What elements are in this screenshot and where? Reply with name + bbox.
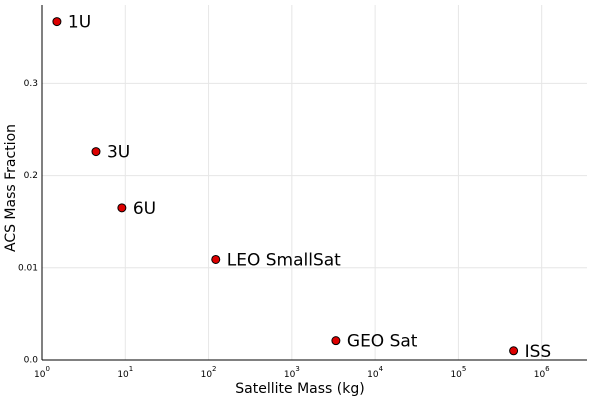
x-tick-base: 10 — [117, 370, 129, 380]
x-tick-base: 10 — [367, 370, 379, 380]
y-tick-label: 0.0 — [24, 356, 39, 366]
x-tick-base: 10 — [284, 370, 296, 380]
point-label: ISS — [525, 342, 552, 362]
x-tick-base: 10 — [450, 370, 462, 380]
y-tick-label: 0.3 — [24, 79, 38, 89]
x-tick-label: 105 — [450, 365, 466, 380]
x-tick-label: 101 — [117, 365, 133, 380]
y-tick-label: 0.2 — [24, 171, 38, 181]
point-label: 1U — [68, 13, 91, 33]
x-tick-exponent: 0 — [45, 365, 49, 373]
x-tick-base: 10 — [34, 370, 46, 380]
x-tick-label: 100 — [34, 365, 50, 380]
x-tick-label: 106 — [534, 365, 550, 380]
x-tick-exponent: 1 — [129, 365, 133, 373]
y-axis-label: ACS Mass Fraction — [3, 124, 19, 252]
point — [211, 254, 221, 264]
x-tick-label: 104 — [367, 365, 383, 380]
y-tick-label: 0.01 — [18, 263, 38, 273]
x-tick-base: 10 — [534, 370, 546, 380]
x-tick-label: 102 — [201, 365, 217, 380]
x-tick-exponent: 6 — [545, 365, 550, 373]
point-label: LEO SmallSat — [227, 250, 341, 270]
point — [52, 17, 62, 27]
point — [509, 346, 519, 356]
x-tick-exponent: 2 — [212, 365, 216, 373]
point-label: 3U — [107, 143, 130, 163]
point — [91, 147, 101, 157]
x-tick-exponent: 4 — [379, 365, 384, 373]
x-axis-label: Satellite Mass (kg) — [235, 381, 364, 397]
point — [331, 336, 341, 346]
point — [117, 203, 127, 213]
point-label: 6U — [133, 199, 156, 219]
x-tick-label: 103 — [284, 365, 300, 380]
point-label: GEO Sat — [347, 332, 418, 352]
x-tick-exponent: 5 — [462, 365, 466, 373]
x-tick-base: 10 — [201, 370, 213, 380]
x-tick-exponent: 3 — [295, 365, 299, 373]
